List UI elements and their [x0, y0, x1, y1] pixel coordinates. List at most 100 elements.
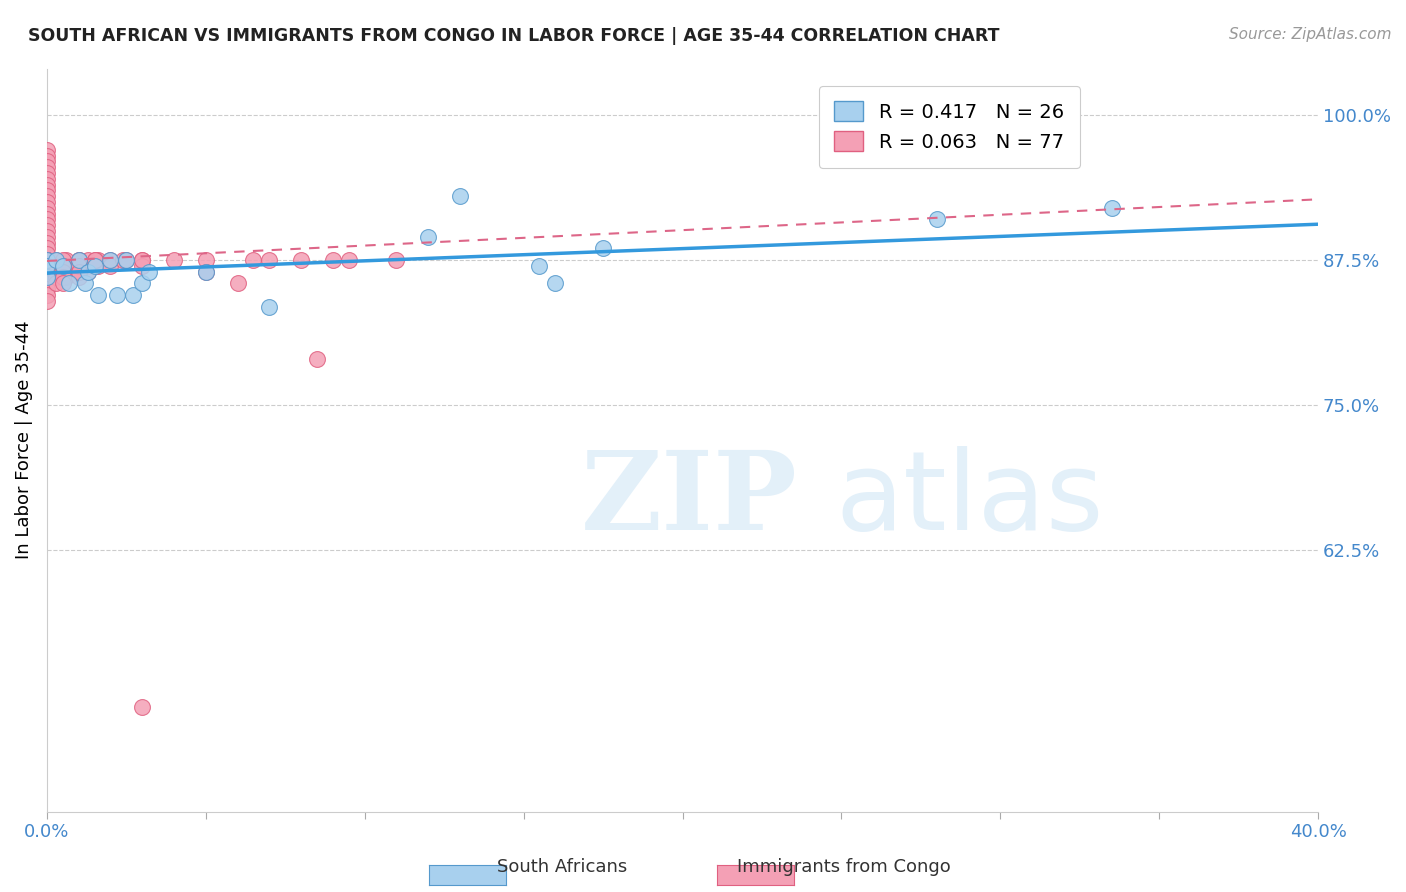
Point	[67, 253, 90, 268]
Point	[55, 253, 77, 268]
Point	[67, 265, 90, 279]
Point	[449, 189, 471, 203]
Point	[83, 253, 105, 268]
Point	[35, 259, 58, 273]
Point	[35, 230, 58, 244]
Point	[87, 259, 110, 273]
Point	[45, 253, 67, 268]
Text: Immigrants from Congo: Immigrants from Congo	[737, 858, 950, 876]
Point	[77, 253, 100, 268]
Point	[194, 253, 217, 268]
Point	[131, 253, 153, 268]
Point	[52, 253, 75, 268]
Point	[52, 259, 75, 273]
Point	[259, 253, 281, 268]
Point	[35, 253, 58, 268]
Text: South Africans: South Africans	[498, 858, 627, 876]
Point	[77, 265, 100, 279]
Point	[35, 171, 58, 186]
Point	[45, 253, 67, 268]
Point	[112, 253, 135, 268]
Point	[52, 270, 75, 285]
Point	[100, 253, 122, 268]
Point	[925, 212, 948, 227]
Point	[45, 265, 67, 279]
Point	[35, 242, 58, 256]
Point	[52, 277, 75, 291]
Point	[138, 265, 160, 279]
Point	[35, 247, 58, 261]
Point	[83, 253, 105, 268]
Point	[77, 265, 100, 279]
Point	[194, 265, 217, 279]
Point	[131, 277, 153, 291]
Point	[131, 700, 153, 714]
Point	[35, 224, 58, 238]
Point	[35, 189, 58, 203]
Point	[35, 148, 58, 162]
Point	[1101, 201, 1123, 215]
Point	[35, 143, 58, 157]
Point	[105, 288, 128, 302]
Y-axis label: In Labor Force | Age 35-44: In Labor Force | Age 35-44	[15, 321, 32, 559]
Point	[100, 253, 122, 268]
Point	[35, 253, 58, 268]
Point	[115, 253, 138, 268]
Point	[131, 259, 153, 273]
Point	[35, 253, 58, 268]
Point	[259, 300, 281, 314]
Point	[163, 253, 186, 268]
Point	[35, 277, 58, 291]
Point	[83, 259, 105, 273]
Point	[121, 288, 143, 302]
Point	[55, 265, 77, 279]
Point	[67, 253, 90, 268]
Point	[35, 259, 58, 273]
Point	[322, 253, 344, 268]
Point	[67, 259, 90, 273]
Point	[115, 253, 138, 268]
Point	[35, 183, 58, 197]
Point	[35, 154, 58, 169]
Point	[67, 253, 90, 268]
Point	[77, 259, 100, 273]
Text: SOUTH AFRICAN VS IMMIGRANTS FROM CONGO IN LABOR FORCE | AGE 35-44 CORRELATION CH: SOUTH AFRICAN VS IMMIGRANTS FROM CONGO I…	[28, 27, 1000, 45]
Point	[35, 194, 58, 209]
Point	[58, 277, 80, 291]
Point	[35, 265, 58, 279]
Point	[337, 253, 360, 268]
Point	[45, 259, 67, 273]
Point	[100, 259, 122, 273]
Point	[55, 270, 77, 285]
Point	[67, 265, 90, 279]
Point	[35, 160, 58, 174]
Point	[45, 270, 67, 285]
Point	[52, 259, 75, 273]
Point	[35, 270, 58, 285]
Point	[55, 259, 77, 273]
Point	[35, 201, 58, 215]
Point	[35, 207, 58, 221]
Point	[73, 277, 96, 291]
Point	[35, 293, 58, 308]
Point	[544, 277, 567, 291]
Point	[67, 270, 90, 285]
Point	[52, 265, 75, 279]
Point	[35, 178, 58, 192]
Legend: R = 0.417   N = 26, R = 0.063   N = 77: R = 0.417 N = 26, R = 0.063 N = 77	[818, 86, 1080, 168]
Point	[35, 288, 58, 302]
Text: atlas: atlas	[835, 446, 1104, 553]
Text: Source: ZipAtlas.com: Source: ZipAtlas.com	[1229, 27, 1392, 42]
Point	[45, 277, 67, 291]
Point	[242, 253, 264, 268]
Point	[194, 265, 217, 279]
Point	[529, 259, 551, 273]
Point	[35, 253, 58, 268]
Point	[290, 253, 312, 268]
Point	[35, 212, 58, 227]
Point	[87, 253, 110, 268]
Point	[592, 242, 614, 256]
Point	[67, 259, 90, 273]
Point	[35, 282, 58, 296]
Point	[35, 166, 58, 180]
